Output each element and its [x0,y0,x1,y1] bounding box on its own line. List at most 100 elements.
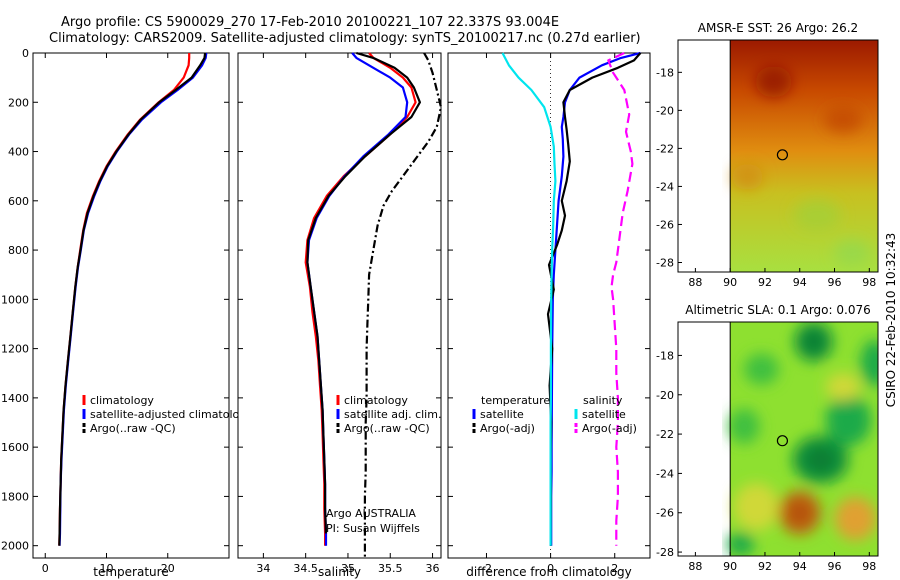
legend-label: climatology [344,394,408,407]
y-tick-label: 1800 [1,490,29,503]
series-line-argo-raw-qc- [306,51,421,534]
sla-anomaly-core [805,332,823,351]
series-line-argo-raw-qc- [363,52,443,558]
sst-patch [793,199,841,231]
x-tick-label: -2 [481,562,492,575]
x-tick-label: 2 [611,562,618,575]
y-tick-label: 800 [8,244,29,257]
plot-frame [237,52,442,559]
x-tick-label: 96 [828,276,842,289]
sla-features [726,322,878,556]
y-tick-label: -24 [656,180,674,193]
y-tick-label: 0 [22,47,29,60]
sla-anomaly-blob [825,394,872,446]
x-tick-label: 35.5 [378,562,403,575]
x-tick-label: 96 [828,560,842,573]
legend-label: satellite-adjusted climatology [90,408,253,421]
plot-frame [32,52,230,559]
annotation-pi: PI: Susan Wijffels [326,522,420,535]
y-tick-label: -20 [656,389,674,402]
x-axis-label: difference from climatology [466,565,632,579]
sla-anomaly-blob [834,497,877,541]
y-tick-label: 1600 [1,441,29,454]
x-tick-label: 94 [793,560,807,573]
sst-texture [731,66,871,266]
sla-anomaly-blob [728,408,760,444]
legend-label: Argo(..raw -QC) [90,422,176,435]
y-tick-label: 1400 [1,392,29,405]
y-tick-label: 1000 [1,293,29,306]
x-tick-label: 92 [758,276,772,289]
y-tick-label: 1200 [1,343,29,356]
legend-label: satellite [480,408,524,421]
sla-anomaly-core [808,449,834,471]
sst-patch [755,66,792,98]
y-tick-label: -22 [656,142,674,155]
legend-label: Argo(..raw -QC) [344,422,430,435]
series-line-argo-raw-qc- [58,52,207,546]
argo-location-marker [776,435,789,447]
legend-label: Argo(-adj) [480,422,535,435]
map-title: AMSR-E SST: 26 Argo: 26.2 [698,21,858,35]
x-tick-label: 34 [256,562,270,575]
y-tick-label: -26 [656,507,674,520]
series-line-salinity-argo-adj- [607,52,634,546]
legend-heading-salinity: salinity [583,394,623,407]
y-tick-label: 200 [8,96,29,109]
y-tick-label: 600 [8,195,29,208]
side-label: CSIRO 22-Feb-2010 10:32:43 [884,233,898,408]
argo-location-marker [776,149,789,161]
x-tick-label: 94 [793,276,807,289]
legend-label: satellite [582,408,626,421]
sla-anomaly-blob [825,373,861,401]
y-tick-label: -24 [656,467,674,480]
figure-title-line2: Climatology: CARS2009. Satellite-adjuste… [49,31,641,46]
legend-label: satellite adj. clim. [344,408,441,421]
series-line-salinity-satellite [501,52,557,546]
x-tick-label: 36 [426,562,440,575]
legend-label: Argo(-adj) [582,422,637,435]
x-axis-label: temperature [93,565,168,579]
sst-map-panel: 88 90 92 94 96 98 -18 -20 -22 -24 -26 -28 AMSR-E SST… [656,21,879,289]
y-tick-label: 2000 [1,540,29,553]
sst-patch [833,239,871,266]
figure-title-line1: Argo profile: CS 5900029_270 17-Feb-2010… [61,15,559,30]
x-tick-label: 35 [341,562,355,575]
x-tick-label: 34.5 [293,562,318,575]
y-tick-label: 400 [8,146,29,159]
x-tick-label: 20 [161,562,175,575]
sst-patch [823,106,863,133]
y-tick-label: -26 [656,218,674,231]
map-title: Altimetric SLA: 0.1 Argo: 0.076 [685,303,870,317]
y-tick-label: -18 [656,66,674,79]
x-axis-label: salinity [318,565,361,579]
sla-map-panel: 88 90 92 94 96 98 -18 -20 -22 -24 -26 -28 Altimetric… [656,303,879,573]
sla-anomaly-blob [726,532,755,556]
x-tick-label: 98 [862,276,876,289]
y-tick-label: -18 [656,349,674,362]
y-tick-label: -22 [656,428,674,441]
legend-heading-temperature: temperature [481,394,550,407]
x-tick-label: 88 [688,560,702,573]
x-tick-label: 90 [723,276,737,289]
sst-patch [731,163,764,190]
sla-anomaly-blob [860,339,878,387]
salinity-profile-panel: 34 34.5 35 35.5 36 salinity climatologysatelli… [237,51,443,579]
legend-label: climatology [90,394,154,407]
y-tick-label: -20 [656,104,674,117]
map-frame [677,321,879,557]
x-tick-label: 98 [862,560,876,573]
sla-anomaly-core [790,503,810,523]
y-tick-label: -28 [656,546,674,559]
y-tick-label: -28 [656,256,674,269]
x-tick-label: 10 [100,562,114,575]
map-frame [677,39,879,273]
x-tick-label: 92 [758,560,772,573]
x-tick-label: 90 [723,560,737,573]
x-tick-label: 0 [42,562,49,575]
annotation-institution: Argo AUSTRALIA [326,507,416,520]
sla-anomaly-blob [733,483,779,531]
